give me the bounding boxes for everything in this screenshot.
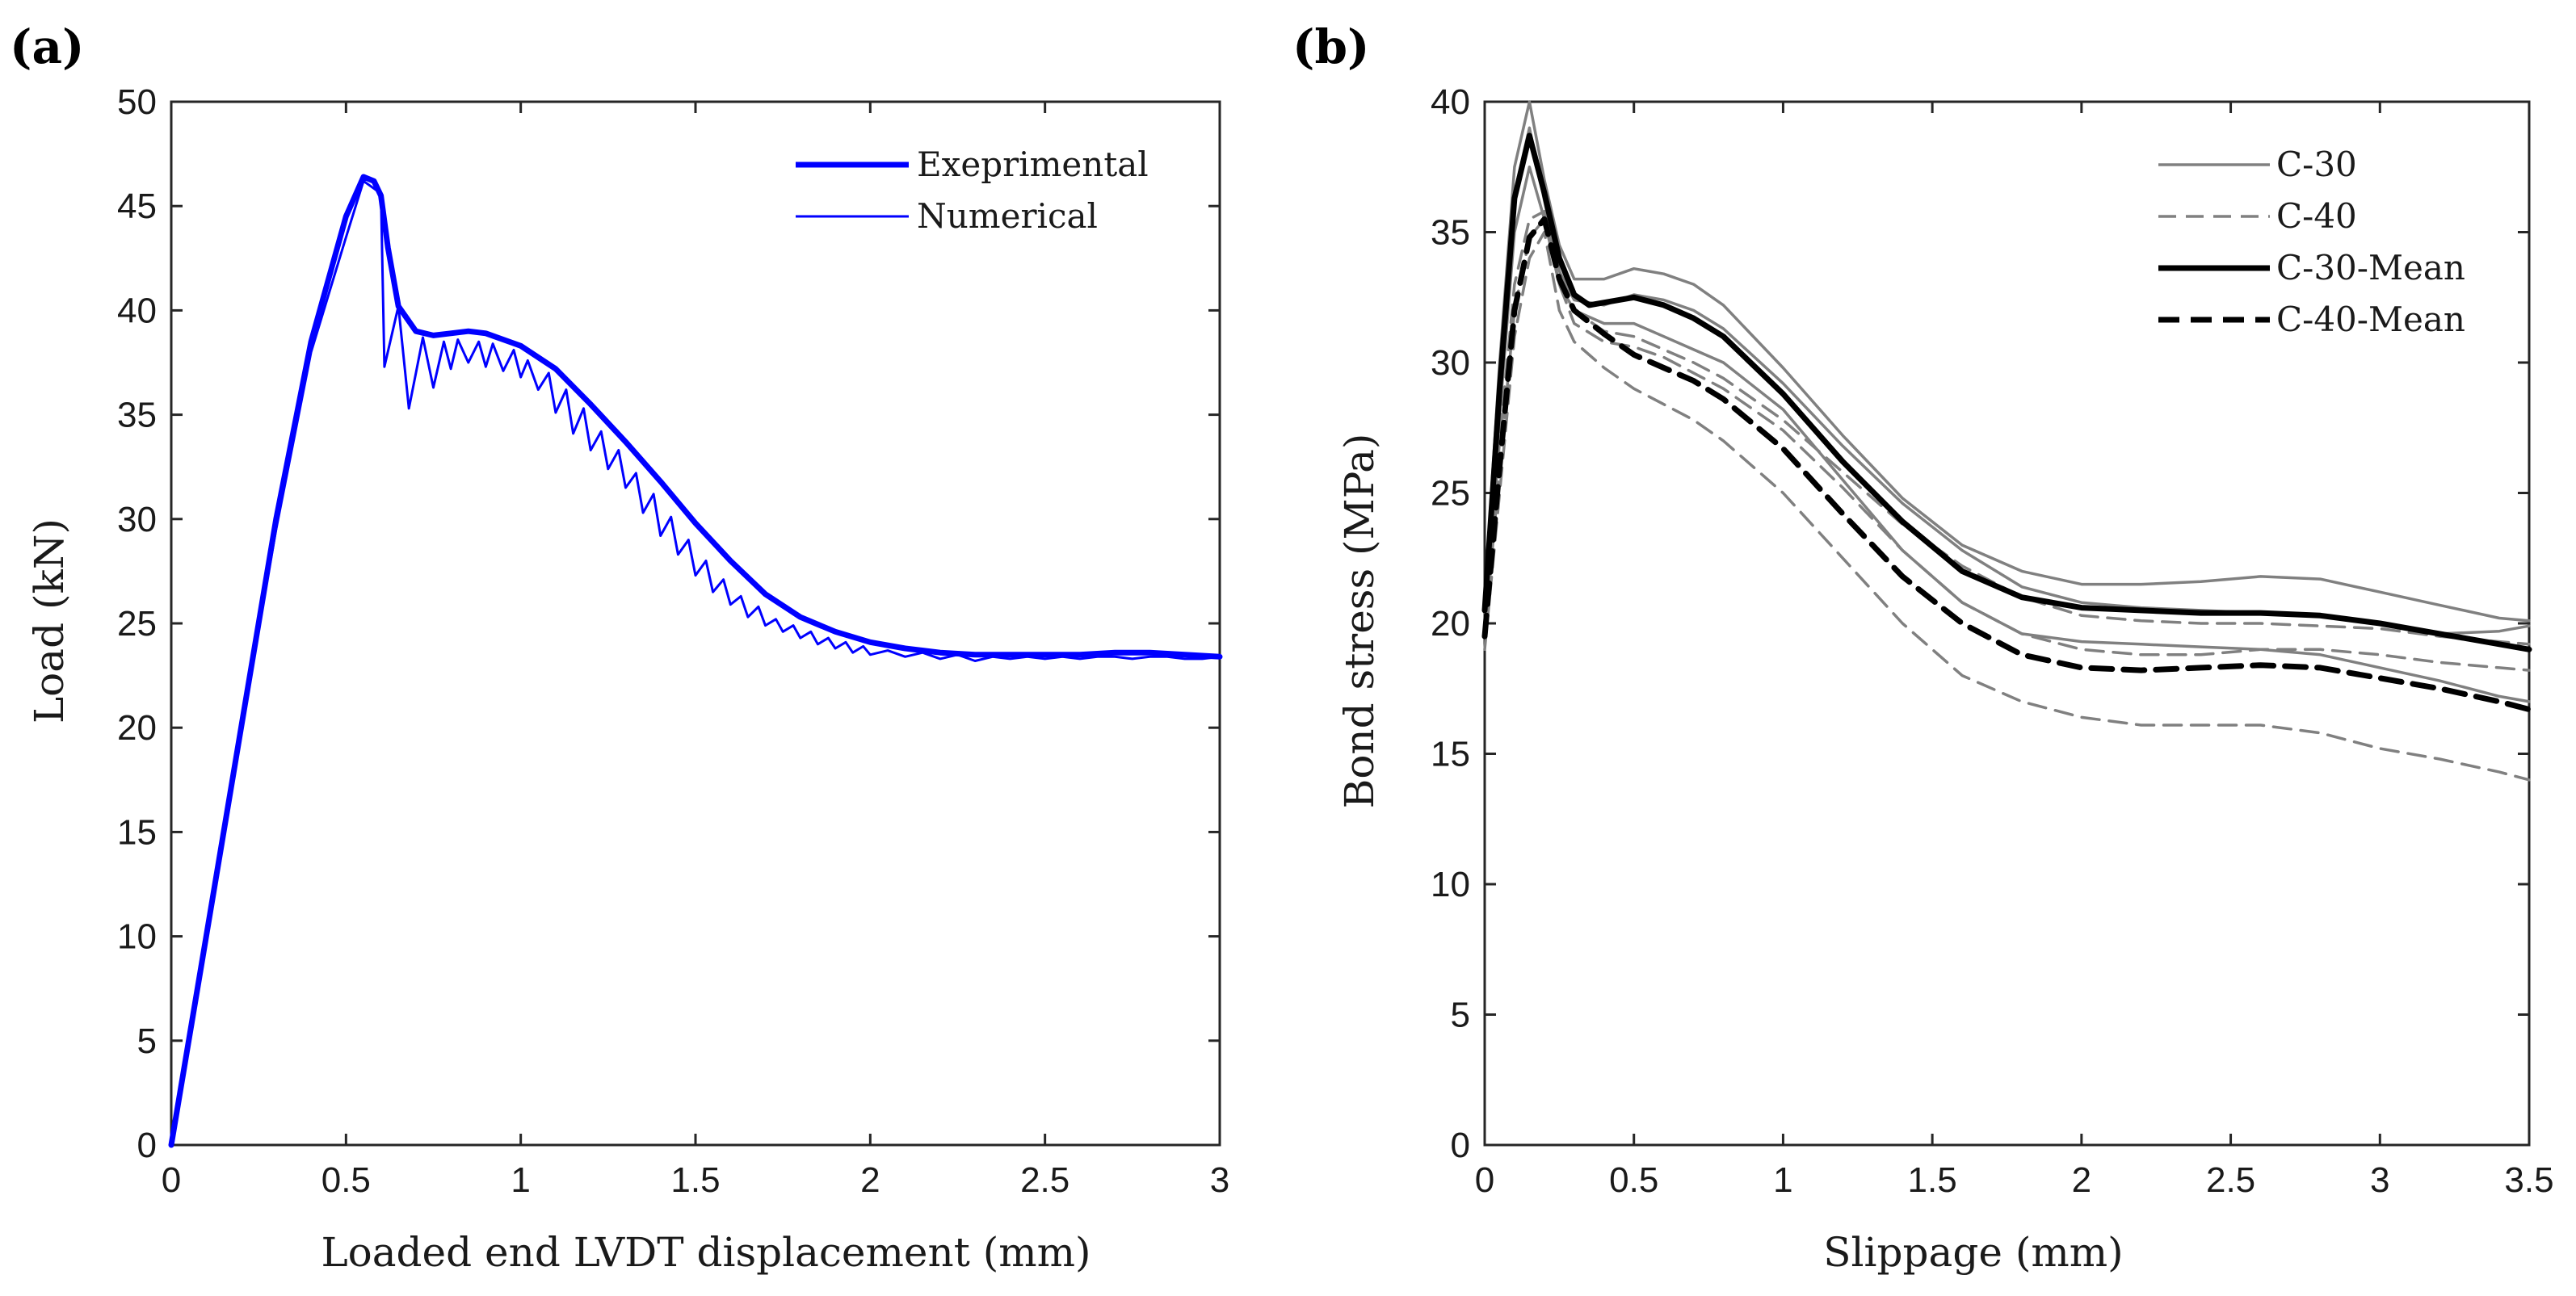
panel-b-series-c-40-line [1483,217,2531,672]
panel-b-y-tick-label: 40 [1431,82,1470,122]
panel-b-series-c-30-line [1483,100,2531,623]
panel-a-x-tick-label: 2.5 [1020,1160,1069,1200]
panel-a-x-tick-label: 1.5 [670,1160,720,1200]
panel-b-ylabel: Bond stress (MPa) [1336,434,1383,809]
panel-a-y-tick-label: 0 [137,1126,157,1165]
panel-b-axes: 0 0.5 1 1.5 2 2.5 3 3.5 0 5 10 15 20 25 30 35 40 [1431,82,2554,1200]
panel-a-legend: Exeprimental Numerical [796,145,1149,236]
panel-b-x-tick-label: 0 [1475,1160,1494,1200]
panel-a-y-tick-label: 45 [117,187,157,226]
panel-b-xlabel: Slippage (mm) [1823,1229,2123,1276]
panel-a-xlabel: Loaded end LVDT displacement (mm) [321,1229,1090,1276]
panel-b-x-tick-label: 2 [2072,1160,2091,1200]
panel-a-x-tick-label: 0 [162,1160,181,1200]
panel-a-y-tick-label: 25 [117,604,157,644]
panel-a-series-exeprimental-line [168,174,1223,1148]
panel-a-x-tick-label: 1 [511,1160,530,1200]
panel-b-x-tick-label: 1 [1773,1160,1792,1200]
panel-b-series-c-40-mean-line [1481,216,2532,713]
panel-a-y-tick-label: 50 [117,82,157,122]
panel-b-x-tick-label: 2.5 [2206,1160,2255,1200]
panel-b-legend: C-30 C-40 C-30-Mean C-40-Mean [2158,145,2465,339]
panel-b-label: (b) [1292,19,1369,74]
panel-b-y-tick-label: 25 [1431,474,1470,514]
panel-a-y-tick-label: 5 [137,1021,157,1061]
panel-b-series-c-40-line [1483,230,2531,782]
panel-a-ylabel: Load (kN) [26,518,73,723]
legend-label-c-40: C-40 [2276,196,2357,236]
legend-label-exeprimental: Exeprimental [917,145,1149,184]
panel-b-x-tick-label: 3 [2370,1160,2389,1200]
panel-b-y-tick-label: 20 [1431,604,1470,644]
legend-label-c-40-mean: C-40-Mean [2276,300,2465,339]
panel-b-y-tick-label: 15 [1431,735,1470,774]
panel-a-y-tick-label: 10 [117,917,157,957]
panel-b-y-tick-label: 10 [1431,865,1470,904]
panel-a-x-tick-label: 2 [860,1160,880,1200]
panel-b-y-tick-label: 5 [1451,996,1470,1035]
panel-b-series-c-30-line [1483,126,2531,635]
panel-b-y-tick-label: 0 [1451,1126,1470,1165]
panel-a-y-tick-label: 30 [117,500,157,539]
panel-a-y-tick-label: 35 [117,396,157,435]
panel-a-y-tick-label: 20 [117,708,157,748]
panel-b-y-tick-label: 35 [1431,213,1470,253]
panel-b-x-tick-label: 1.5 [1908,1160,1957,1200]
panel-b-series-c-30-mean-line [1481,132,2532,652]
panel-b: (b) 0 0.5 1 1.5 2 2.5 3 3.5 0 5 10 15 20 25 30 35 40 Sli… [1292,19,2554,1276]
legend-label-c-30: C-30 [2276,145,2357,184]
panel-b-x-tick-label: 0.5 [1609,1160,1658,1200]
panel-a-y-tick-label: 15 [117,812,157,852]
panel-b-series-c-40-line [1483,209,2531,646]
panel-a-x-tick-label: 3 [1210,1160,1229,1200]
panel-a-y-tick-label: 40 [117,291,157,330]
panel-b-y-tick-label: 30 [1431,343,1470,383]
panel-a-x-tick-label: 0.5 [321,1160,371,1200]
legend-label-c-30-mean: C-30-Mean [2276,248,2465,287]
panel-a-label: (a) [10,19,84,74]
legend-label-numerical: Numerical [917,196,1098,236]
panel-b-series [1481,100,2532,782]
panel-a-series [168,174,1223,1148]
panel-a-axes-box [170,100,1221,1147]
panel-a-series-numerical-line [170,179,1221,1147]
panel-b-x-tick-label: 3.5 [2504,1160,2553,1200]
